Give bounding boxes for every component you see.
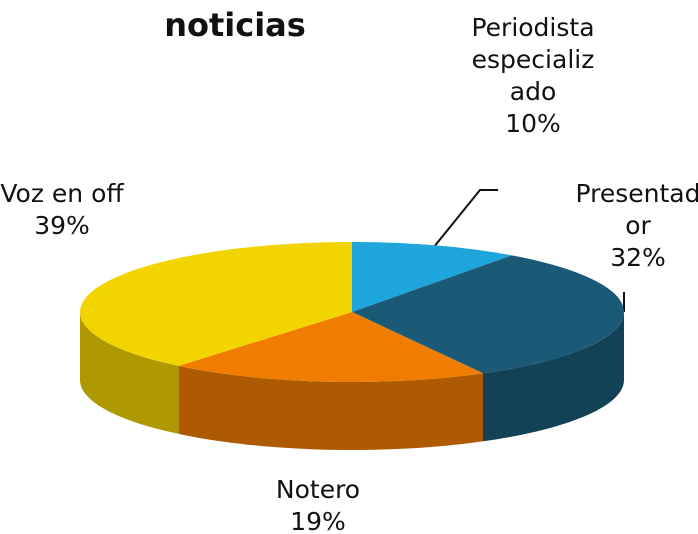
value-label: 10%	[505, 109, 561, 138]
value-label: 32%	[610, 243, 666, 272]
chart-title: noticias	[164, 6, 306, 44]
slice-side	[178, 365, 483, 450]
leader-line	[424, 189, 498, 259]
slice-side	[80, 312, 179, 434]
slice	[352, 255, 624, 374]
slice	[80, 242, 352, 366]
value-label: 19%	[290, 507, 346, 534]
category-name: Voz en off	[0, 179, 124, 208]
category-name: Periodista especializado	[471, 13, 595, 106]
slice	[352, 242, 512, 312]
pie	[80, 242, 624, 450]
value-label: 39%	[34, 211, 90, 240]
slice	[178, 312, 483, 382]
slice-label: Notero 19%	[255, 474, 381, 534]
category-name: Notero	[275, 475, 361, 504]
slice-label: Presentador 32%	[574, 178, 698, 274]
category-name: Presentador	[575, 179, 698, 240]
slice-label: Periodista especializado 10%	[470, 12, 596, 140]
slice-side	[483, 312, 624, 442]
slice-label: Voz en off 39%	[0, 178, 124, 242]
